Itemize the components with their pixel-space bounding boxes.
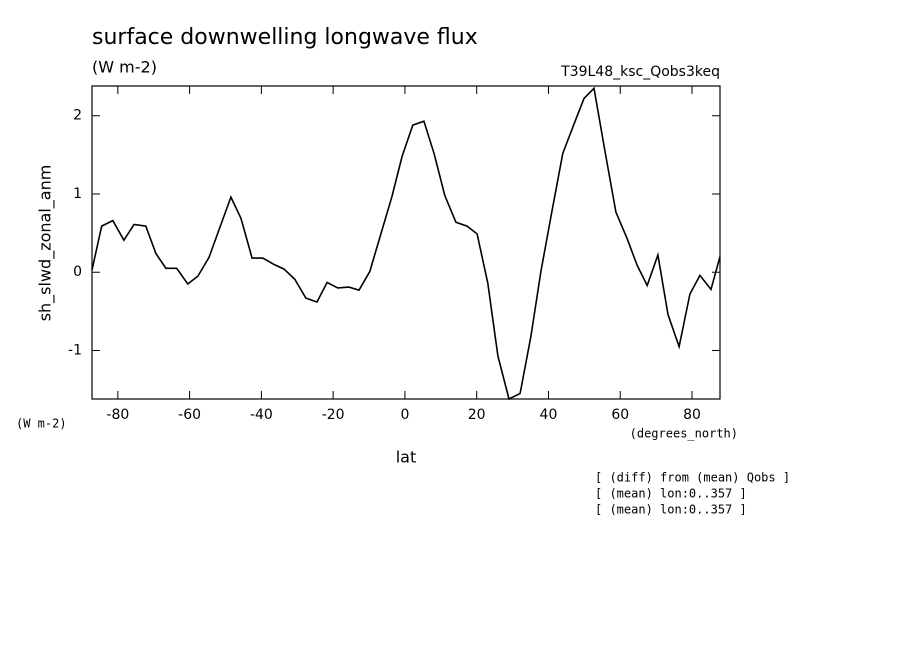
note: [ (mean) lon:0..357 ] xyxy=(595,503,747,517)
y-tick-label: 0 xyxy=(73,264,82,280)
x-unit: (degrees_north) xyxy=(630,427,738,441)
x-tick-label: -20 xyxy=(322,407,345,423)
x-tick-label: -40 xyxy=(250,407,273,423)
subtitle: (W m-2) xyxy=(92,58,157,77)
x-tick-label: -60 xyxy=(178,407,201,423)
y-axis-label: sh_slwd_zonal_anm xyxy=(36,165,56,322)
y-tick-label: 1 xyxy=(73,186,82,202)
plot-frame xyxy=(91,85,721,400)
x-tick-label: -80 xyxy=(106,407,129,423)
run-label: T39L48_ksc_Qobs3keq xyxy=(560,64,720,80)
note: [ (diff) from (mean) Qobs ] xyxy=(595,471,790,485)
x-axis-label: lat xyxy=(396,448,417,467)
chart-title: surface downwelling longwave flux xyxy=(92,25,478,50)
x-tick-label: 20 xyxy=(468,407,486,423)
data-line xyxy=(91,86,721,401)
y-unit: (W m-2) xyxy=(16,417,67,431)
x-tick-label: 60 xyxy=(611,407,629,423)
note: [ (mean) lon:0..357 ] xyxy=(595,487,747,501)
x-tick-label: 40 xyxy=(540,407,558,423)
x-tick-label: 80 xyxy=(683,407,701,423)
x-tick-label: 0 xyxy=(400,407,409,423)
y-tick-label: 2 xyxy=(73,108,82,124)
y-tick-label: -1 xyxy=(68,342,82,358)
